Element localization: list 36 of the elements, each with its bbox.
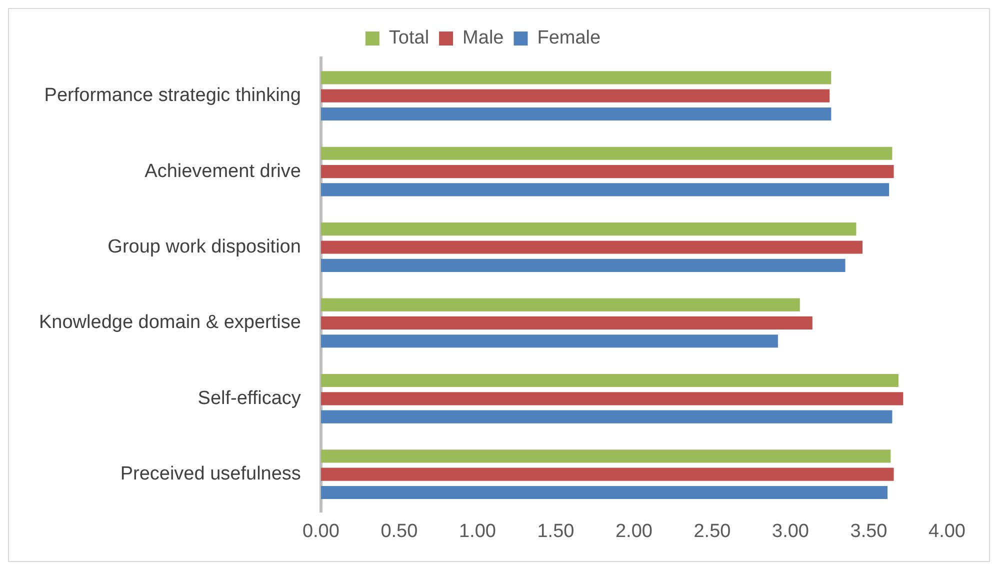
bar [320, 298, 800, 312]
legend-label: Female [537, 28, 601, 49]
x-tick-label: 0.00 [302, 520, 340, 542]
y-tick-label: Performance strategic thinking [44, 85, 301, 106]
bar [320, 258, 846, 272]
bar [320, 374, 898, 388]
x-tick-label: 1.50 [537, 520, 574, 542]
x-tick-label: 0.50 [380, 520, 418, 542]
bar [320, 107, 832, 121]
bar [320, 183, 890, 196]
x-tick-label: 1.00 [458, 520, 496, 542]
bar [320, 89, 830, 102]
x-tick-label: 4.00 [928, 520, 966, 542]
bar [320, 222, 856, 236]
x-tick-label: 2.00 [615, 520, 652, 542]
bar [320, 165, 894, 178]
x-tick-label: 2.50 [694, 520, 731, 542]
y-tick-label: Knowledge domain & expertise [39, 312, 301, 334]
bar [320, 334, 778, 348]
bar [320, 410, 892, 424]
bar [320, 468, 894, 481]
x-tick-label: 3.00 [772, 520, 809, 542]
bar [320, 450, 891, 463]
y-tick-label: Self-efficacy [198, 388, 302, 409]
y-tick-label: Preceived usefulness [120, 464, 301, 485]
bar [320, 486, 888, 500]
y-tick-label: Achievement drive [144, 160, 301, 182]
bar [320, 316, 812, 330]
legend-label: Male [462, 28, 504, 49]
bar [320, 71, 832, 84]
bar [320, 146, 892, 160]
y-tick-label: Group work disposition [108, 236, 301, 258]
bar [320, 240, 862, 254]
x-tick-label: 3.50 [850, 520, 888, 542]
legend-label: Total [388, 28, 430, 49]
bar [320, 392, 904, 406]
